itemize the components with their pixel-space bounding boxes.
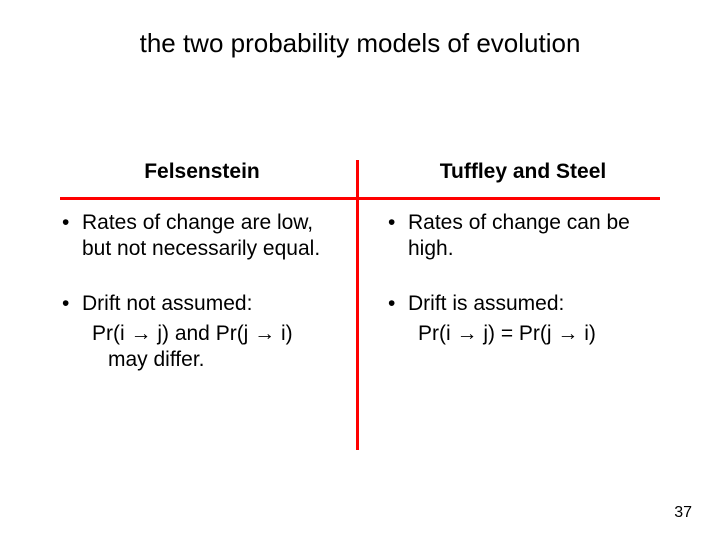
right-column: Tuffley and Steel (360, 160, 660, 190)
right-body: Rates of change can be high. Drift is as… (360, 210, 660, 373)
slide: the two probability models of evolution … (0, 0, 720, 540)
left-bullet-1: Rates of change are low, but not necessa… (60, 210, 344, 263)
left-header: Felsenstein (60, 160, 344, 190)
left-bullet-2-line3: may differ. (60, 347, 344, 373)
slide-title: the two probability models of evolution (0, 28, 720, 59)
body-row: Rates of change are low, but not necessa… (60, 190, 660, 373)
left-bullet-2: Drift not assumed: (60, 291, 344, 317)
right-header: Tuffley and Steel (386, 160, 660, 190)
left-column: Felsenstein (60, 160, 360, 190)
left-bullet-2-line2: Pr(i → j) and Pr(j → i) (60, 321, 344, 347)
header-row: Felsenstein Tuffley and Steel (60, 160, 660, 190)
right-bullet-2: Drift is assumed: (386, 291, 660, 317)
comparison-table: Felsenstein Tuffley and Steel Rates of c… (60, 160, 660, 373)
page-number: 37 (674, 504, 692, 522)
left-body: Rates of change are low, but not necessa… (60, 210, 360, 373)
right-bullet-2-line2: Pr(i → j) = Pr(j → i) (386, 321, 660, 347)
right-bullet-1: Rates of change can be high. (386, 210, 660, 263)
